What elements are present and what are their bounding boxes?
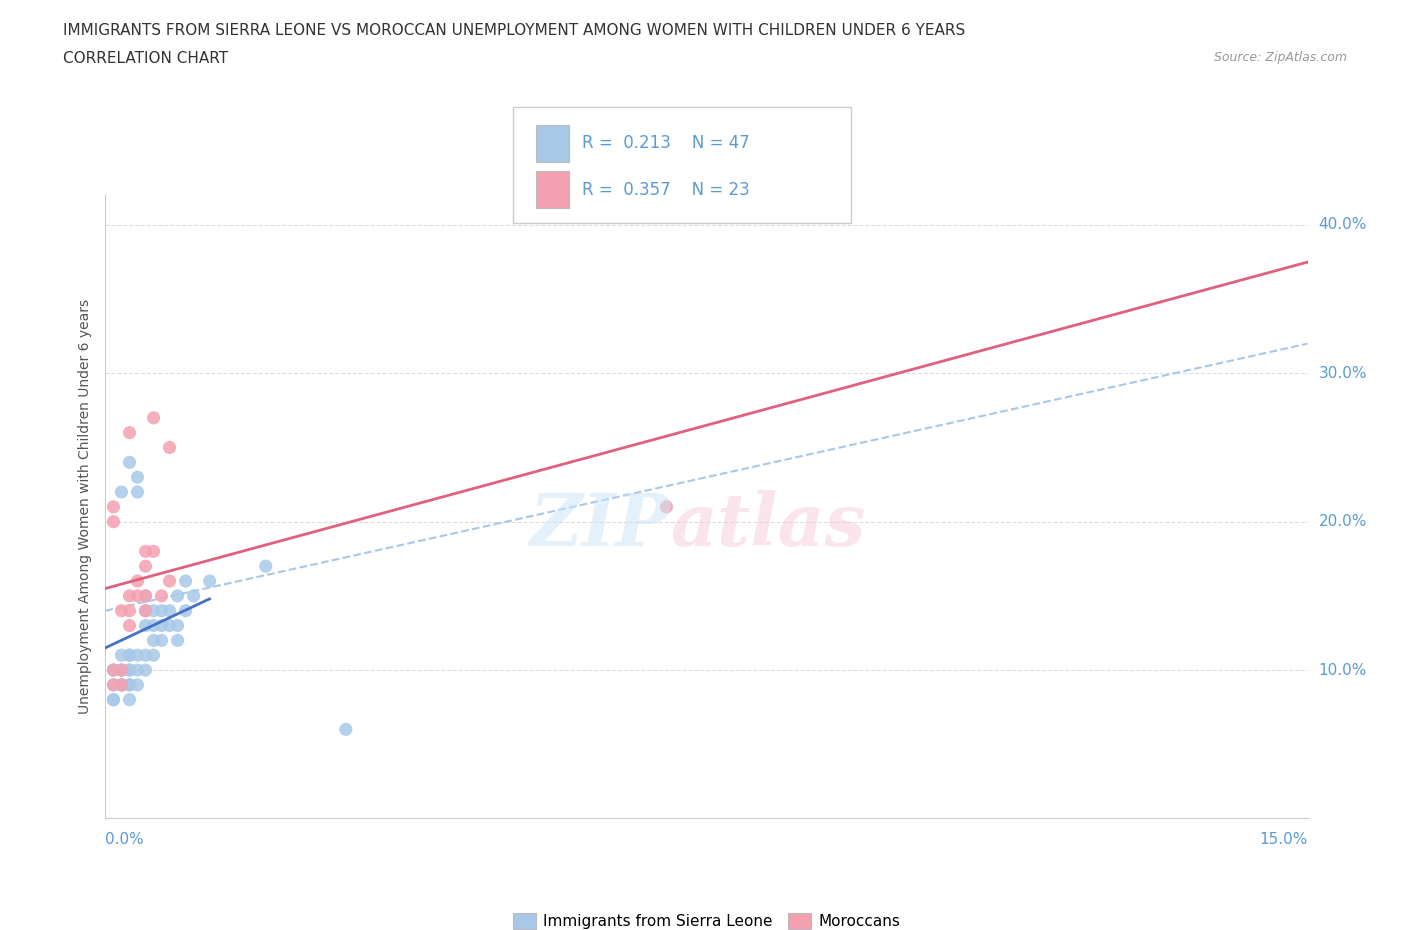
Text: ZIP: ZIP [530,490,671,561]
Point [135,559,157,574]
Point [110,677,132,692]
Text: R =  0.357    N = 23: R = 0.357 N = 23 [582,180,749,199]
Point [103,692,125,707]
Point [135,589,157,604]
Point [103,514,125,529]
Point [110,662,132,677]
Point [159,618,181,633]
Point [159,604,181,618]
Text: 20.0%: 20.0% [1319,514,1367,529]
Point [103,692,125,707]
Text: IMMIGRANTS FROM SIERRA LEONE VS MOROCCAN UNEMPLOYMENT AMONG WOMEN WITH CHILDREN : IMMIGRANTS FROM SIERRA LEONE VS MOROCCAN… [63,23,966,38]
Point [183,589,205,604]
Text: atlas: atlas [671,490,866,561]
Point [142,618,165,633]
Point [127,470,149,485]
Point [150,618,173,633]
Point [135,648,157,663]
Point [142,544,165,559]
Point [118,648,141,663]
Point [150,633,173,648]
Text: 40.0%: 40.0% [1319,218,1367,232]
Point [110,662,132,677]
Point [118,662,141,677]
Legend: Immigrants from Sierra Leone, Moroccans: Immigrants from Sierra Leone, Moroccans [506,907,907,930]
Point [166,589,188,604]
Point [118,455,141,470]
Text: Source: ZipAtlas.com: Source: ZipAtlas.com [1213,51,1347,64]
Text: 15.0%: 15.0% [1260,832,1308,847]
Point [142,633,165,648]
Point [118,662,141,677]
Point [103,499,125,514]
Point [110,677,132,692]
Point [127,662,149,677]
Point [166,633,188,648]
Point [135,604,157,618]
Point [110,677,132,692]
Point [135,544,157,559]
Text: R =  0.213    N = 47: R = 0.213 N = 47 [582,134,749,153]
Point [110,648,132,663]
Point [159,574,181,589]
Point [103,677,125,692]
Point [118,677,141,692]
Point [127,485,149,499]
Point [127,648,149,663]
Point [142,604,165,618]
Text: 0.0%: 0.0% [105,832,145,847]
Text: 10.0%: 10.0% [1319,662,1367,678]
Point [103,662,125,677]
Point [135,618,157,633]
Text: 30.0%: 30.0% [1319,365,1367,380]
Y-axis label: Unemployment Among Women with Children Under 6 years: Unemployment Among Women with Children U… [79,299,93,714]
Point [655,499,678,514]
Point [103,677,125,692]
Point [118,648,141,663]
Point [198,574,221,589]
Point [118,692,141,707]
Point [135,662,157,677]
Point [142,648,165,663]
Point [254,559,277,574]
Point [110,604,132,618]
Point [127,574,149,589]
Point [150,604,173,618]
Point [135,604,157,618]
Point [118,589,141,604]
Point [127,589,149,604]
Point [118,425,141,440]
Point [174,604,197,618]
Point [174,574,197,589]
Text: CORRELATION CHART: CORRELATION CHART [63,51,228,66]
Point [135,589,157,604]
Point [118,677,141,692]
Point [166,618,188,633]
Point [142,410,165,425]
Point [127,677,149,692]
Point [335,722,357,737]
Point [103,662,125,677]
Point [110,662,132,677]
Point [110,485,132,499]
Point [159,440,181,455]
Point [118,604,141,618]
Point [118,618,141,633]
Point [103,662,125,677]
Point [150,589,173,604]
